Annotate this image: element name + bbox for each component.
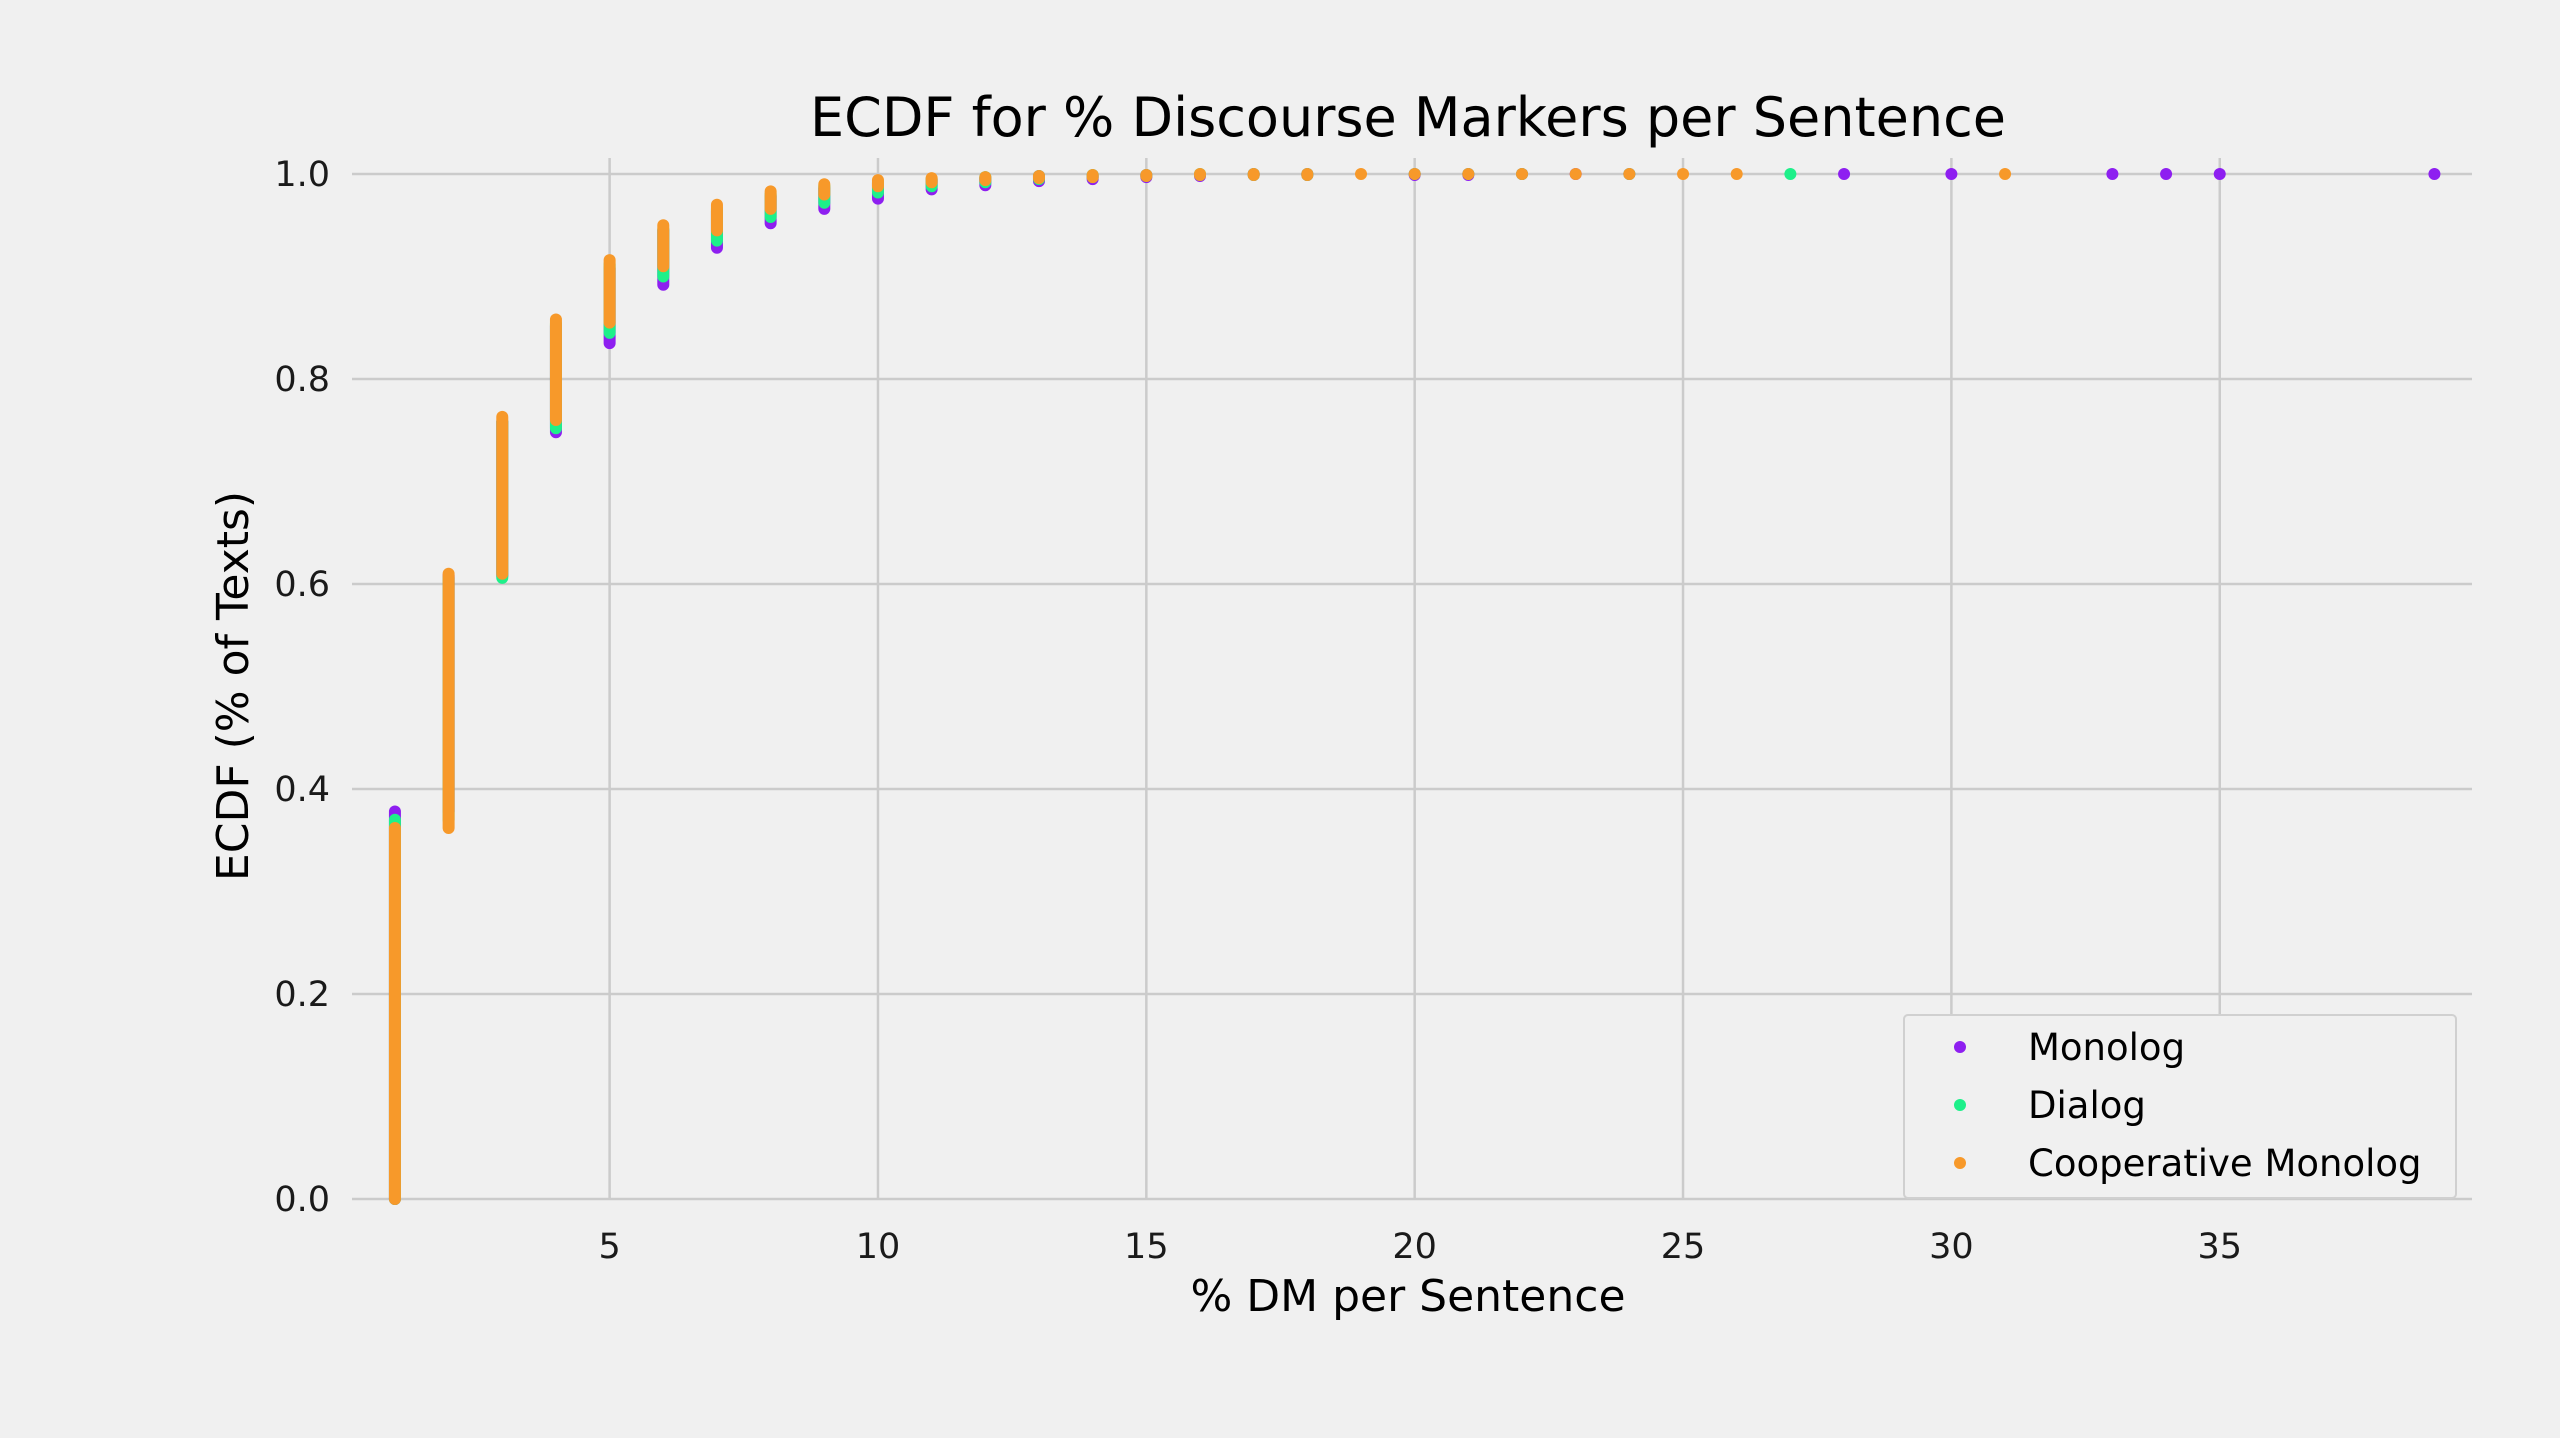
plot-marks: [388, 168, 2441, 1205]
data-point: [1838, 168, 1851, 180]
data-point: [2160, 168, 2173, 180]
legend-marker: [1954, 1099, 1966, 1111]
x-tick-label: 35: [2197, 1227, 2242, 1267]
x-axis-label: % DM per Sentence: [1190, 1271, 1625, 1322]
y-tick-label: 0.4: [274, 770, 330, 810]
legend: Monolog Dialog Cooperative Monolog: [1903, 1014, 2457, 1199]
y-tick-label: 0.8: [274, 360, 330, 400]
legend-label: Monolog: [2028, 1026, 2185, 1069]
data-point: [1408, 168, 1421, 180]
y-tick-label: 0.2: [274, 975, 330, 1015]
series-cooperative-monolog: [388, 168, 2012, 1205]
y-tick-label: 0.6: [274, 565, 330, 605]
data-point: [1999, 168, 2012, 180]
x-tick-label: 15: [1124, 1227, 1169, 1267]
data-point: [1677, 168, 1690, 180]
x-tick-label: 25: [1661, 1227, 1706, 1267]
y-tick-label: 1.0: [274, 155, 330, 195]
data-point: [1945, 168, 1958, 180]
data-point: [2428, 168, 2441, 180]
data-point: [1730, 168, 1743, 180]
x-tick-label: 5: [598, 1227, 620, 1267]
legend-label: Dialog: [2028, 1084, 2146, 1127]
x-tick-label: 20: [1392, 1227, 1437, 1267]
legend-frame: [1903, 1014, 2457, 1199]
data-point: [2213, 168, 2226, 180]
data-point: [1569, 168, 1582, 180]
data-point: [1784, 168, 1797, 180]
x-tick-label: 10: [856, 1227, 901, 1267]
legend-marker: [1954, 1157, 1966, 1169]
x-tick-label: 30: [1929, 1227, 1974, 1267]
legend-label: Cooperative Monolog: [2028, 1142, 2422, 1185]
tick-labels: 5 10 15 20 25 30 35 0.0 0.2 0.4 0.6 0.8 1.0: [274, 155, 2242, 1267]
data-point: [1623, 168, 1636, 180]
chart-title: ECDF for % Discourse Markers per Sentenc…: [810, 86, 2006, 149]
legend-marker: [1954, 1041, 1966, 1053]
y-axis-label: ECDF (% of Texts): [208, 491, 259, 881]
data-point: [2106, 168, 2119, 180]
data-point: [1462, 168, 1475, 180]
y-tick-label: 0.0: [274, 1180, 330, 1220]
data-point: [1516, 168, 1529, 180]
data-point: [1355, 168, 1368, 180]
